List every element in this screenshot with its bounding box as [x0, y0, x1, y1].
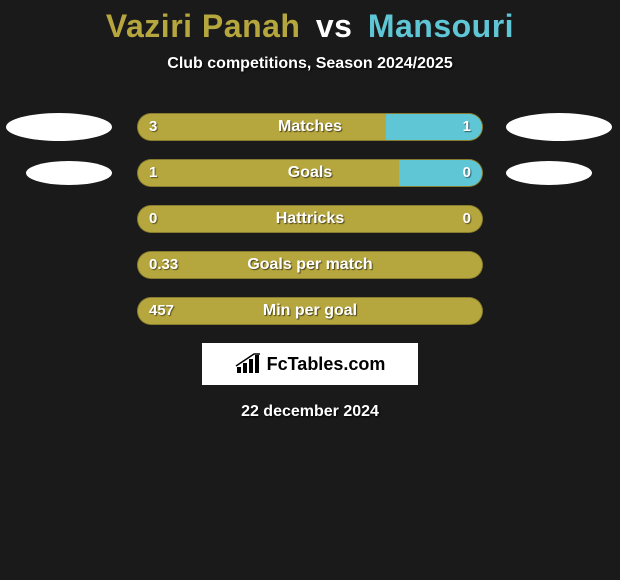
value-left: 0.33 [149, 251, 178, 279]
bar-left [138, 114, 386, 140]
value-left: 457 [149, 297, 174, 325]
bar-track [137, 297, 483, 325]
avatar-left [6, 113, 112, 141]
title-player2: Mansouri [368, 8, 514, 44]
bar-track [137, 113, 483, 141]
page-title: Vaziri Panah vs Mansouri [0, 0, 620, 45]
bar-track [137, 251, 483, 279]
comparison-chart: 31Matches10Goals00Hattricks0.33Goals per… [0, 113, 620, 325]
stat-row: 0.33Goals per match [137, 251, 483, 279]
value-right: 0 [463, 159, 471, 187]
source-logo: FcTables.com [202, 343, 418, 385]
value-left: 1 [149, 159, 157, 187]
value-right: 1 [463, 113, 471, 141]
bar-left [138, 298, 482, 324]
stat-row: 31Matches [137, 113, 483, 141]
stat-row: 457Min per goal [137, 297, 483, 325]
bar-track [137, 159, 483, 187]
bar-chart-icon [235, 353, 261, 375]
bar-left [138, 206, 482, 232]
stat-row: 00Hattricks [137, 205, 483, 233]
logo-text: FcTables.com [267, 354, 386, 375]
bar-track [137, 205, 483, 233]
date-text: 22 december 2024 [0, 403, 620, 421]
avatar-right [506, 113, 612, 141]
value-left: 3 [149, 113, 157, 141]
title-vs: vs [316, 8, 353, 44]
avatar-right [506, 161, 592, 185]
bar-left [138, 252, 482, 278]
avatar-left [26, 161, 112, 185]
value-right: 0 [463, 205, 471, 233]
subtitle: Club competitions, Season 2024/2025 [0, 55, 620, 73]
value-left: 0 [149, 205, 157, 233]
title-player1: Vaziri Panah [106, 8, 301, 44]
stat-row: 10Goals [137, 159, 483, 187]
bar-left [138, 160, 399, 186]
